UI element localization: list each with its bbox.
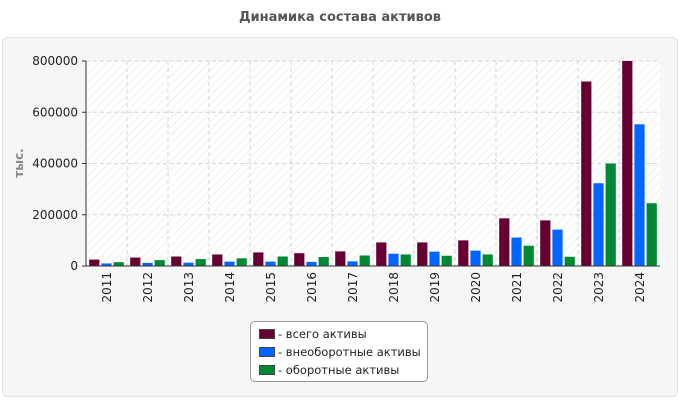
x-tick-label: 2014 [223,272,237,303]
bar [470,250,481,266]
bar [388,253,399,266]
bar [564,256,575,266]
bar [417,242,428,266]
x-tick-label: 2019 [428,272,442,303]
x-tick-label: 2016 [305,272,319,303]
legend-item-current-assets: - оборотные активы [259,361,427,379]
bar [359,255,370,266]
bar [511,237,522,266]
bar [622,61,633,266]
bar [277,256,288,266]
bar [183,262,194,266]
legend-swatch-current-assets [259,365,275,375]
y-axis-label: тыс. [12,148,26,177]
axes [82,60,660,267]
legend-item-noncurrent-assets: - внеоборотные активы [259,343,427,361]
bar [605,163,616,266]
x-tick-label: 2021 [510,272,524,303]
bar [593,183,604,266]
y-tick-label: 400000 [32,157,78,171]
bar [335,251,346,266]
legend-swatch-noncurrent-assets [259,347,275,357]
bar [195,259,206,266]
bar [552,229,563,266]
x-tick-label: 2022 [551,272,565,303]
legend-label-current-assets: - оборотные активы [278,363,400,377]
bar [224,261,235,266]
bar [646,203,657,266]
bar [581,81,592,266]
bar [236,258,247,266]
bar [130,257,141,266]
bar [634,124,645,266]
bar [154,260,165,266]
bar [142,262,153,266]
bar [540,220,551,266]
bar [499,218,510,266]
y-tick-label: 800000 [32,54,78,68]
bar [400,254,411,266]
x-tick-label: 2020 [469,272,483,303]
bar [113,262,124,266]
bar [523,245,534,266]
y-tick-label: 600000 [32,105,78,119]
bar [441,255,452,266]
bar [482,254,493,266]
x-tick-label: 2017 [346,272,360,303]
x-tick-label: 2011 [100,272,114,303]
chart-title: Динамика состава активов [238,10,442,25]
x-tick-label: 2015 [264,272,278,303]
y-tick-label: 200000 [32,208,78,222]
x-tick-label: 2013 [182,272,196,303]
bar [376,242,387,266]
bar [429,251,440,266]
bar [306,261,317,266]
x-tick-label: 2012 [141,272,155,303]
tick-labels: 0 200000 400000 600000 800000 2011 2012 2013 201… [32,54,647,303]
bar [265,261,276,266]
bar [294,253,305,266]
legend-item-total-assets: - всего активы [259,325,427,343]
chart-legend: - всего активы - внеоборотные активы - о… [250,321,428,382]
bar [171,256,182,266]
bar [89,259,100,266]
bar [212,254,223,266]
legend-label-total-assets: - всего активы [278,327,367,341]
bar [318,257,329,266]
y-tick-label: 0 [70,259,78,273]
grid-lines [86,60,660,266]
bar [458,240,469,266]
x-tick-label: 2018 [387,272,401,303]
bar [253,252,264,266]
x-tick-label: 2023 [592,272,606,303]
legend-swatch-total-assets [259,329,275,339]
x-tick-label: 2024 [633,272,647,303]
bar [101,263,112,266]
legend-label-noncurrent-assets: - внеоборотные активы [278,345,421,359]
bars [89,61,657,266]
bar [347,261,358,266]
